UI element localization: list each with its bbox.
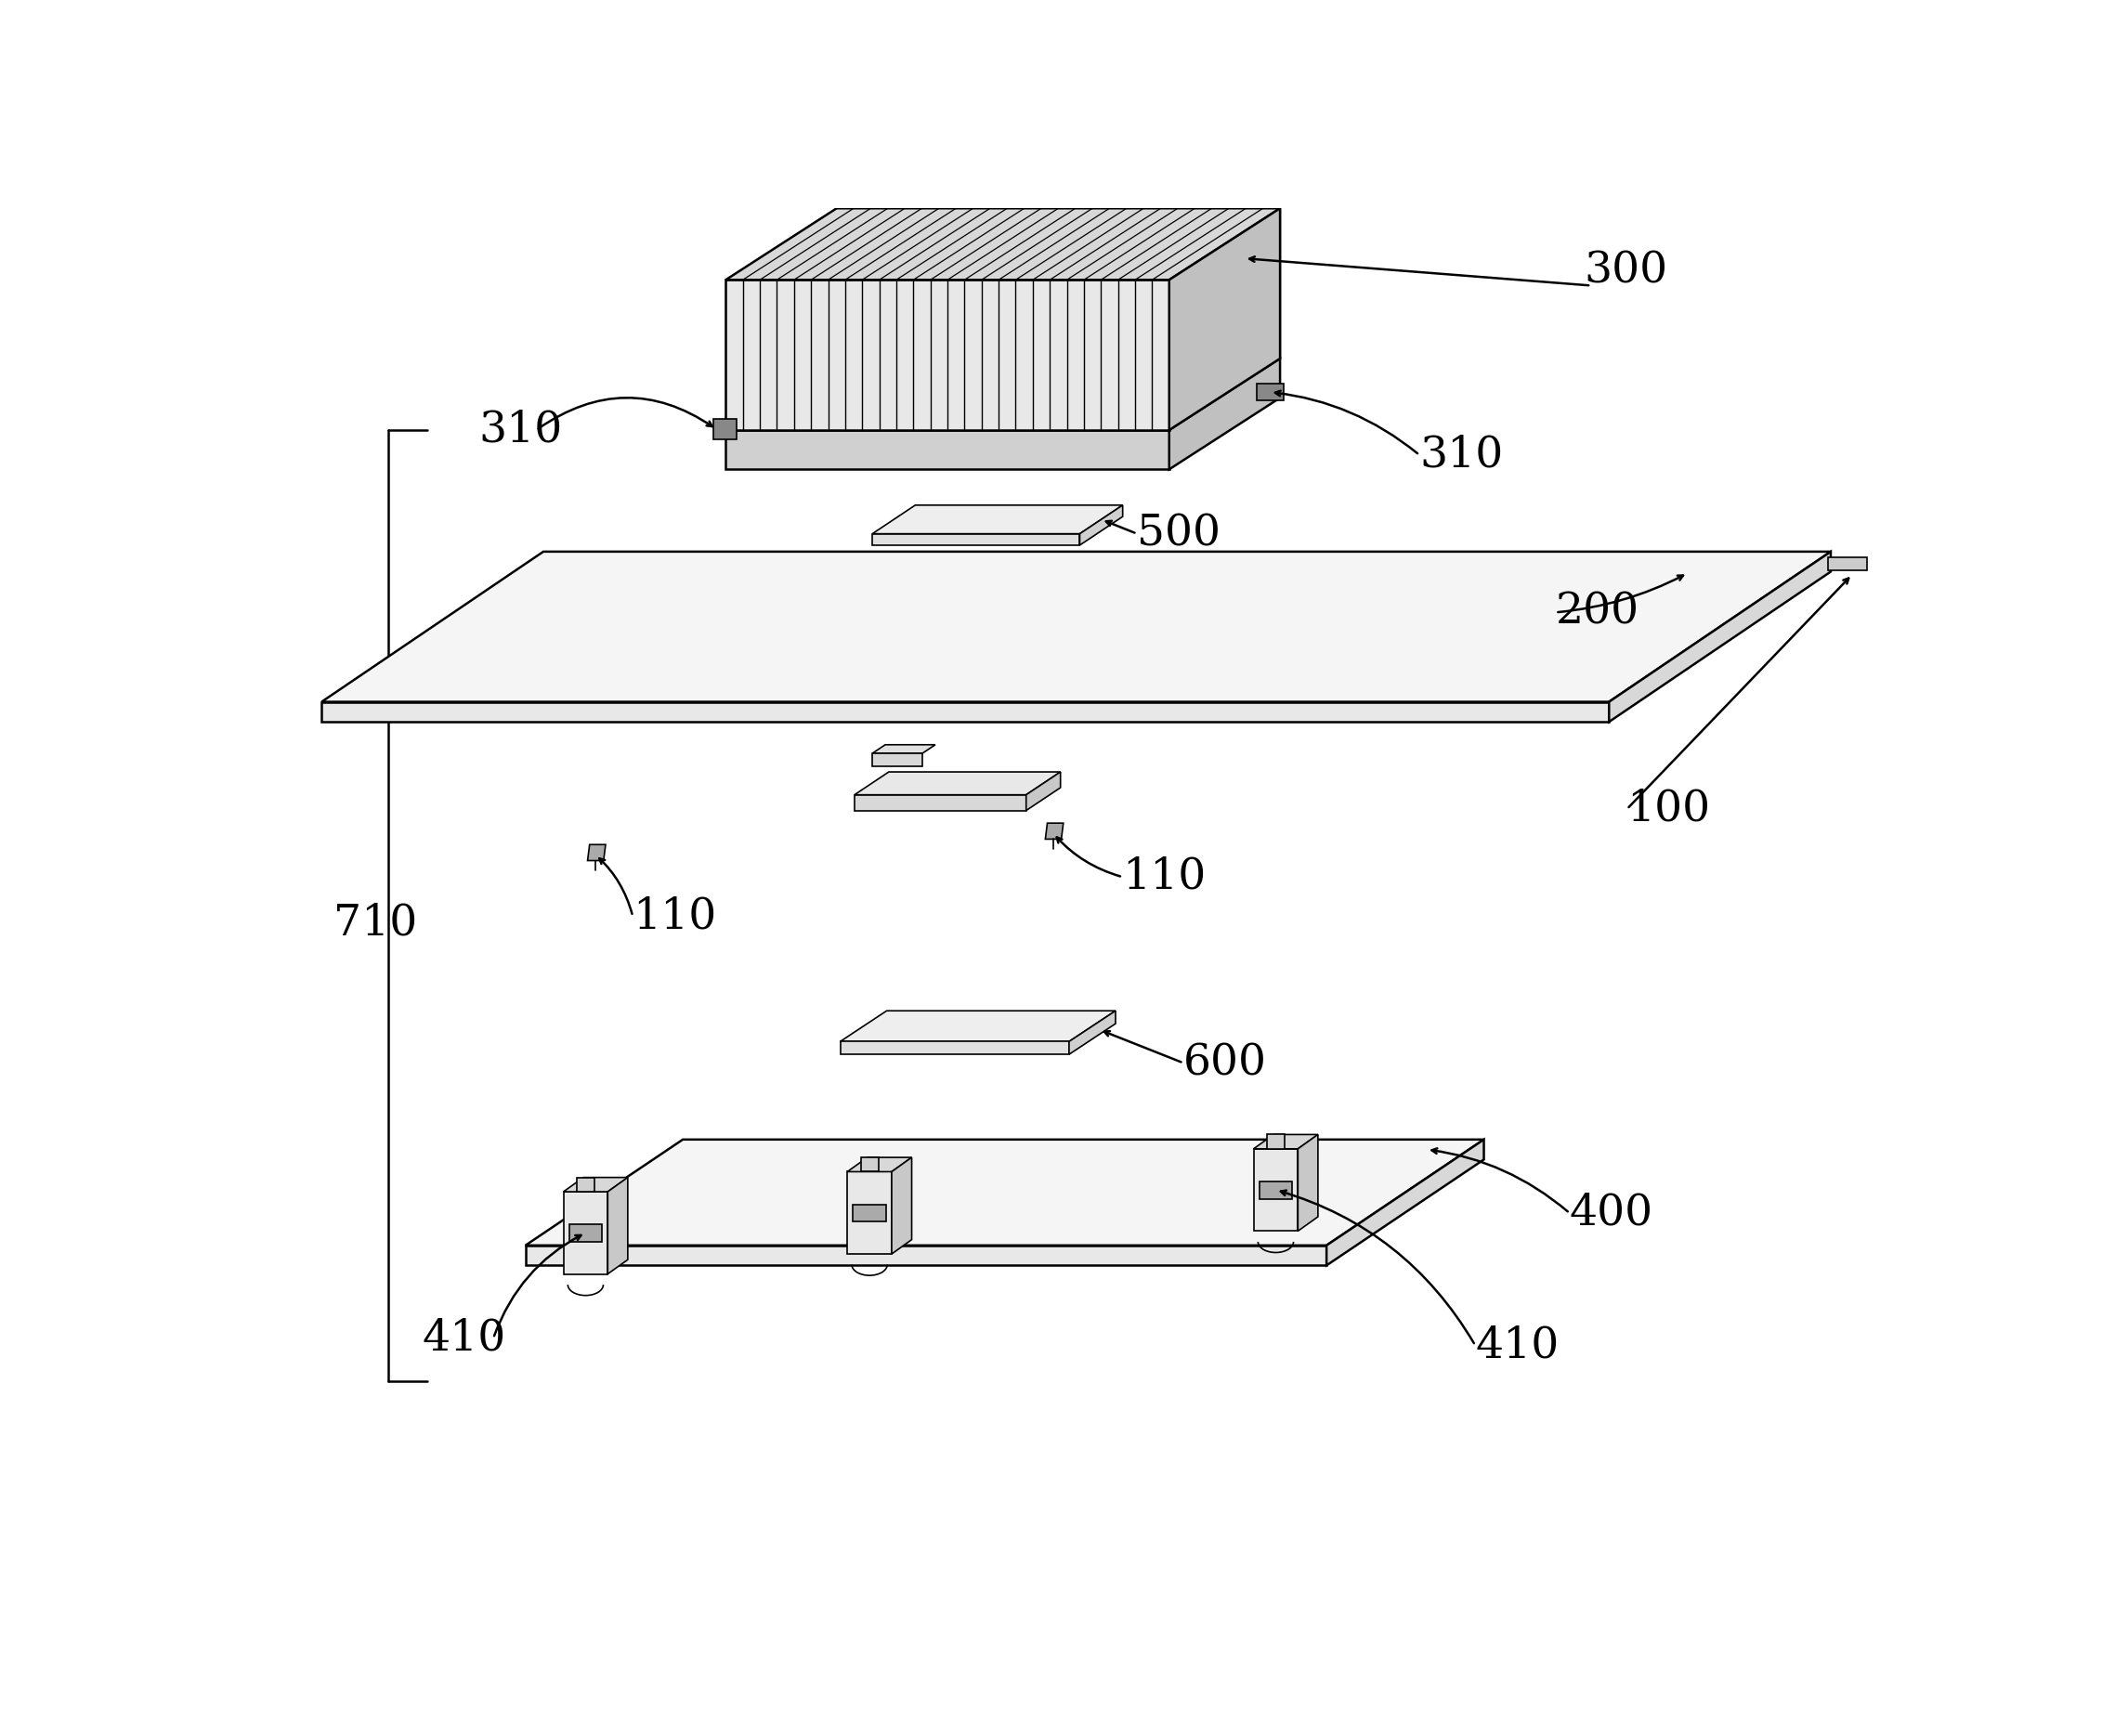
Polygon shape xyxy=(725,208,1280,279)
Text: 110: 110 xyxy=(1122,856,1207,898)
Polygon shape xyxy=(1080,505,1122,545)
Polygon shape xyxy=(1608,552,1831,722)
Text: 400: 400 xyxy=(1570,1193,1654,1234)
Polygon shape xyxy=(860,1158,879,1172)
Polygon shape xyxy=(1169,359,1280,469)
Polygon shape xyxy=(1169,208,1280,431)
Polygon shape xyxy=(856,795,1026,811)
Polygon shape xyxy=(570,1224,601,1241)
Text: 600: 600 xyxy=(1183,1042,1268,1083)
Polygon shape xyxy=(1326,1139,1484,1266)
Polygon shape xyxy=(589,845,605,861)
Text: 100: 100 xyxy=(1627,788,1711,830)
Polygon shape xyxy=(322,701,1608,722)
Polygon shape xyxy=(1026,773,1062,811)
Polygon shape xyxy=(841,1010,1116,1042)
Text: 110: 110 xyxy=(633,896,717,937)
Polygon shape xyxy=(576,1177,595,1191)
Polygon shape xyxy=(1045,823,1064,838)
Polygon shape xyxy=(1253,1149,1297,1231)
Polygon shape xyxy=(872,753,923,766)
Polygon shape xyxy=(856,773,1062,795)
Polygon shape xyxy=(847,1172,891,1253)
Polygon shape xyxy=(713,420,736,439)
Text: 500: 500 xyxy=(1137,512,1221,556)
Polygon shape xyxy=(563,1177,628,1191)
Polygon shape xyxy=(872,505,1122,533)
Polygon shape xyxy=(1257,384,1284,401)
Polygon shape xyxy=(563,1191,607,1274)
Polygon shape xyxy=(1259,1182,1293,1200)
Polygon shape xyxy=(725,279,1169,431)
Text: 410: 410 xyxy=(1476,1325,1560,1366)
Polygon shape xyxy=(1268,1135,1284,1149)
Text: 200: 200 xyxy=(1555,592,1640,634)
Polygon shape xyxy=(847,1158,912,1172)
Polygon shape xyxy=(872,745,935,753)
Text: 710: 710 xyxy=(334,903,418,944)
Text: 410: 410 xyxy=(423,1318,507,1359)
Polygon shape xyxy=(853,1205,885,1222)
Polygon shape xyxy=(526,1245,1326,1266)
Polygon shape xyxy=(607,1177,628,1274)
Polygon shape xyxy=(322,552,1831,701)
Polygon shape xyxy=(891,1158,912,1253)
Polygon shape xyxy=(1070,1010,1116,1054)
Text: 310: 310 xyxy=(479,410,563,451)
Polygon shape xyxy=(1297,1135,1318,1231)
Text: 310: 310 xyxy=(1419,434,1503,476)
Polygon shape xyxy=(725,431,1169,469)
Text: 300: 300 xyxy=(1585,250,1667,292)
Polygon shape xyxy=(1253,1135,1318,1149)
Polygon shape xyxy=(725,359,1280,431)
Polygon shape xyxy=(872,533,1080,545)
Polygon shape xyxy=(841,1042,1070,1054)
Polygon shape xyxy=(526,1139,1484,1245)
Polygon shape xyxy=(1829,557,1867,569)
